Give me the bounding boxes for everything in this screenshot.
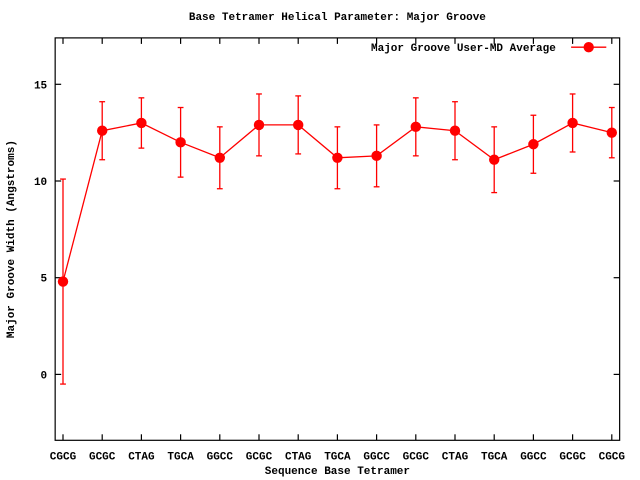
svg-text:10: 10 <box>34 177 47 189</box>
svg-text:TGCA: TGCA <box>324 451 351 463</box>
svg-text:CGCG: CGCG <box>50 451 77 463</box>
svg-text:GGCC: GGCC <box>520 451 547 463</box>
svg-text:GCGC: GCGC <box>403 451 430 463</box>
svg-text:GCGC: GCGC <box>89 451 116 463</box>
svg-text:CTAG: CTAG <box>285 451 312 463</box>
svg-text:CTAG: CTAG <box>128 451 155 463</box>
svg-text:0: 0 <box>41 370 48 382</box>
svg-text:TGCA: TGCA <box>167 451 194 463</box>
svg-text:GGCC: GGCC <box>207 451 234 463</box>
svg-text:Base Tetramer Helical Paramete: Base Tetramer Helical Parameter: Major G… <box>189 12 486 24</box>
svg-text:Major Groove User-MD Average: Major Groove User-MD Average <box>371 43 556 55</box>
svg-text:CGCG: CGCG <box>599 451 626 463</box>
svg-text:TGCA: TGCA <box>481 451 508 463</box>
svg-text:15: 15 <box>34 80 48 92</box>
svg-text:5: 5 <box>41 274 48 286</box>
svg-text:Major Groove Width (Angstroms): Major Groove Width (Angstroms) <box>6 140 18 338</box>
svg-text:CTAG: CTAG <box>442 451 469 463</box>
svg-text:GCGC: GCGC <box>559 451 586 463</box>
svg-text:GCGC: GCGC <box>246 451 273 463</box>
svg-text:GGCC: GGCC <box>363 451 390 463</box>
svg-text:Sequence Base Tetramer: Sequence Base Tetramer <box>265 466 410 478</box>
